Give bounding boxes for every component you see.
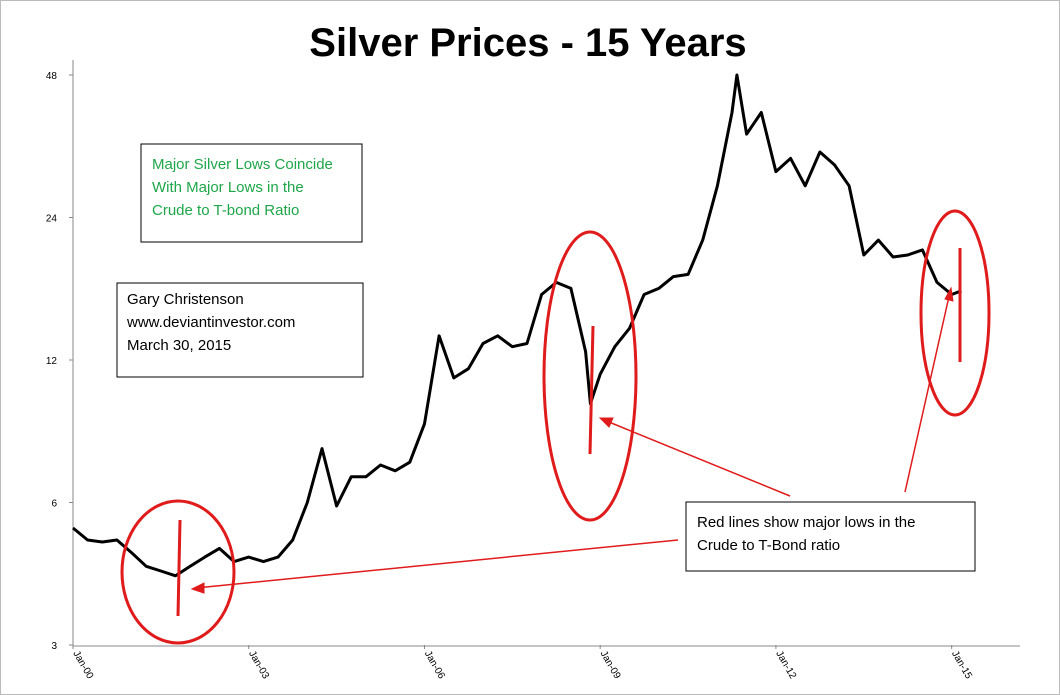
chart-title: Silver Prices - 15 Years xyxy=(309,21,746,65)
note-text: Crude to T-Bond ratio xyxy=(697,537,840,554)
y-tick-label: 12 xyxy=(46,356,58,367)
author-text: www.deviantinvestor.com xyxy=(126,314,295,331)
note1-box: Major Silver Lows Coincide With Major Lo… xyxy=(140,143,363,243)
author-box: Gary Christenson www.deviantinvestor.com… xyxy=(116,282,364,378)
note-text: Major Silver Lows Coincide xyxy=(152,156,333,173)
note-text: Crude to T-bond Ratio xyxy=(152,202,299,219)
y-tick-label: 6 xyxy=(51,499,57,510)
author-text: March 30, 2015 xyxy=(127,337,231,354)
note-text: Red lines show major lows in the xyxy=(697,514,915,531)
author-text: Gary Christenson xyxy=(127,291,244,308)
y-tick-label: 48 xyxy=(46,71,58,82)
y-tick-label: 24 xyxy=(46,214,58,225)
note2-box: Red lines show major lows in the Crude t… xyxy=(685,501,976,572)
annotation-marks xyxy=(120,209,991,645)
note-text: With Major Lows in the xyxy=(152,179,304,196)
y-tick-label: 3 xyxy=(51,641,57,652)
price-line xyxy=(72,73,962,578)
